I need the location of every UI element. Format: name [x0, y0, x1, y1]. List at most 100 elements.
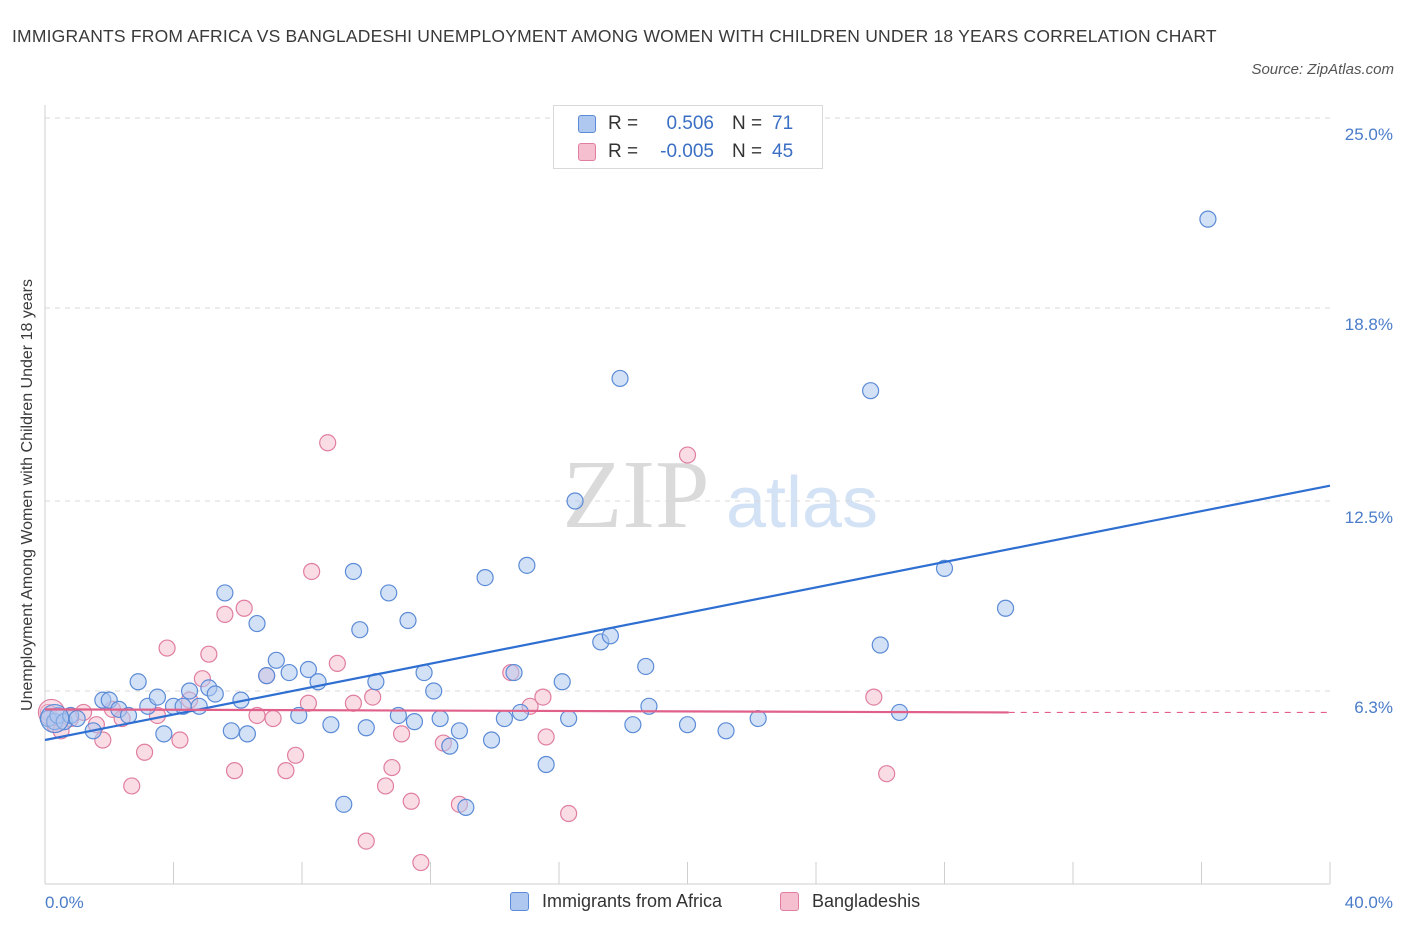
- bangladeshi-point: [534, 688, 552, 706]
- africa-point: [322, 716, 340, 734]
- africa-point: [190, 697, 208, 715]
- africa-point: [357, 719, 375, 737]
- axes: [44, 105, 1331, 885]
- legend-label-bangladeshis: Bangladeshis: [812, 891, 921, 911]
- africa-point: [129, 673, 147, 691]
- x-tick-label-min: 0.0%: [45, 893, 84, 912]
- africa-point: [425, 682, 443, 700]
- y-tick-label: 18.8%: [1345, 315, 1393, 334]
- bangladeshi-point: [171, 731, 189, 749]
- africa-point: [40, 703, 70, 734]
- bangladeshi-point: [303, 562, 321, 581]
- bangladeshi-point: [123, 777, 141, 795]
- n-value: 71: [772, 113, 794, 134]
- africa-point: [351, 621, 369, 639]
- pink-swatch-icon: [780, 892, 799, 911]
- bangladeshi-point: [319, 434, 337, 452]
- africa-point: [935, 559, 954, 578]
- africa-point: [996, 599, 1015, 617]
- africa-point: [441, 737, 459, 755]
- africa-point: [560, 709, 578, 728]
- series-legend: Immigrants from Africa Bangladeshis: [0, 888, 1406, 916]
- africa-point: [258, 667, 276, 685]
- bangladeshi-point: [328, 654, 346, 672]
- africa-point: [380, 584, 398, 602]
- africa-point: [267, 651, 285, 669]
- africa-point: [335, 795, 353, 813]
- africa-point: [399, 611, 417, 630]
- bangladeshi-point: [158, 639, 176, 657]
- y-tick-label: 6.3%: [1354, 698, 1393, 717]
- y-tick-labels: 6.3% 12.5% 18.8% 25.0%: [1345, 125, 1393, 717]
- africa-point: [505, 663, 523, 682]
- watermark: ZIP atlas: [563, 441, 879, 549]
- africa-point: [678, 716, 697, 734]
- bangladeshi-point: [865, 688, 883, 706]
- legend-row-africa: R = 0.506 N = 71: [578, 111, 793, 137]
- africa-trend-line: [44, 484, 1331, 742]
- bangladeshi-trend-line: [44, 708, 1009, 714]
- africa-point: [717, 722, 735, 740]
- africa-point: [611, 369, 629, 388]
- africa-point: [299, 660, 318, 679]
- bangladeshi-point: [402, 792, 420, 810]
- chart-title: IMMIGRANTS FROM AFRICA VS BANGLADESHI UN…: [12, 26, 1217, 46]
- bangladeshi-point: [383, 758, 401, 777]
- africa-points: [39, 210, 1217, 817]
- legend-item-africa[interactable]: Immigrants from Africa: [510, 891, 722, 912]
- legend-label-africa: Immigrants from Africa: [542, 891, 723, 911]
- bangladeshi-point: [357, 832, 375, 850]
- africa-point: [216, 584, 234, 602]
- r-label: R =: [608, 113, 639, 134]
- africa-point: [518, 556, 536, 574]
- africa-point: [431, 709, 449, 728]
- pink-swatch-icon: [578, 143, 596, 161]
- legend-row-bangladeshis: R = -0.005 N = 45: [578, 139, 793, 165]
- blue-swatch-icon: [578, 115, 596, 133]
- bangladeshi-point: [248, 706, 266, 725]
- africa-point: [553, 673, 571, 691]
- r-value: 0.506: [666, 113, 714, 134]
- legend-item-bangladeshis[interactable]: Bangladeshis: [780, 891, 920, 912]
- africa-point: [280, 663, 298, 682]
- africa-point: [862, 382, 880, 400]
- africa-point: [495, 709, 513, 728]
- bangladeshi-point: [264, 709, 282, 728]
- africa-point: [871, 636, 889, 654]
- africa-point: [344, 562, 362, 581]
- africa-point: [1199, 210, 1217, 228]
- africa-point: [155, 725, 173, 743]
- n-label: N =: [732, 113, 763, 134]
- bangladeshi-point: [135, 743, 154, 761]
- blue-swatch-icon: [510, 892, 529, 911]
- bangladeshi-point: [235, 599, 253, 617]
- r-value: -0.005: [660, 141, 714, 162]
- trend-lines: [44, 484, 1331, 742]
- africa-point: [222, 722, 240, 740]
- r-label: R =: [608, 141, 639, 162]
- bangladeshi-point: [878, 765, 896, 783]
- africa-point: [238, 725, 256, 743]
- africa-point: [68, 709, 86, 728]
- source-label: Source: ZipAtlas.com: [1251, 61, 1394, 78]
- watermark-atlas: atlas: [726, 463, 878, 543]
- bangladeshi-point: [344, 694, 362, 712]
- africa-point: [476, 568, 494, 587]
- n-label: N =: [732, 141, 763, 162]
- bangladeshi-point: [412, 853, 430, 872]
- africa-point: [148, 688, 167, 706]
- africa-point: [749, 709, 767, 728]
- africa-point: [405, 713, 424, 731]
- africa-point: [637, 657, 655, 676]
- africa-point: [566, 492, 584, 510]
- bangladeshi-point: [200, 645, 218, 663]
- africa-point: [290, 706, 308, 725]
- x-tick-labels: 0.0% 40.0%: [45, 893, 1393, 912]
- africa-point: [457, 798, 475, 817]
- africa-point: [624, 716, 642, 734]
- africa-point: [180, 682, 199, 700]
- correlation-legend: R = 0.506 N = 71 R = -0.005 N = 45: [553, 105, 823, 169]
- bangladeshi-point: [392, 725, 411, 743]
- y-tick-label: 25.0%: [1345, 125, 1393, 144]
- bangladeshi-point: [364, 688, 382, 706]
